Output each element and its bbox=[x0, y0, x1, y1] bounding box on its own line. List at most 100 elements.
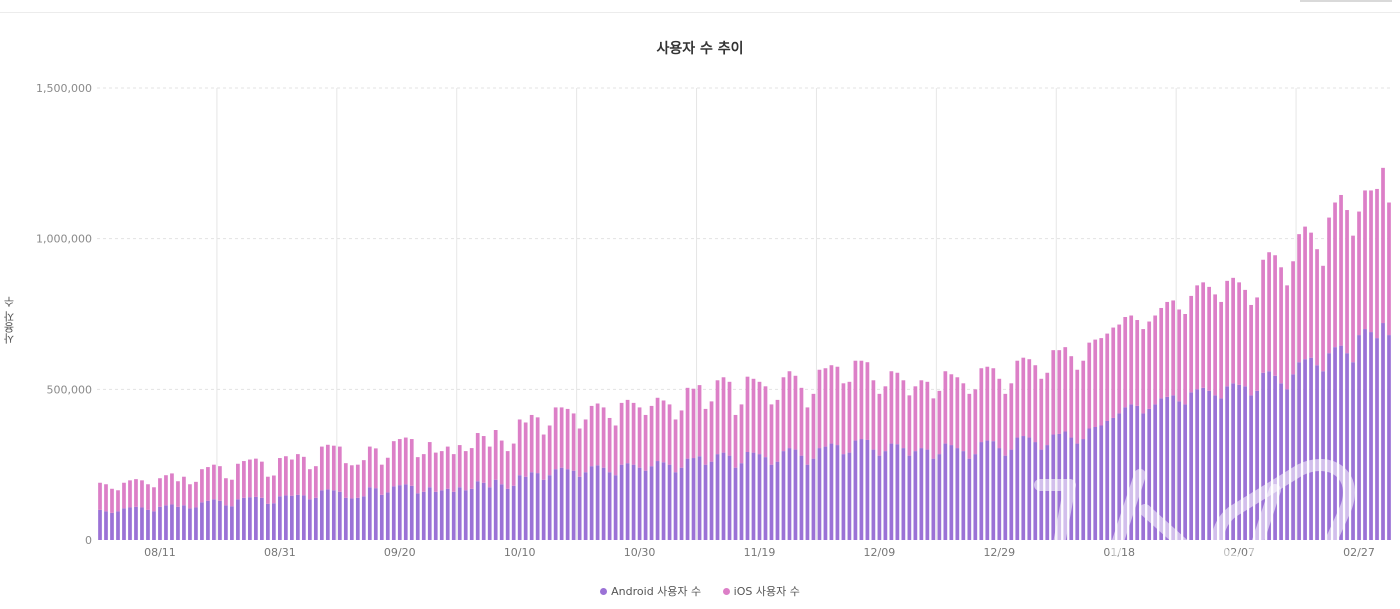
bar-android bbox=[499, 484, 504, 540]
bar-ios bbox=[1387, 202, 1391, 336]
bar-ios bbox=[248, 459, 252, 498]
legend-item-ios[interactable]: iOS 사용자 수 bbox=[722, 583, 800, 599]
bar-android bbox=[194, 507, 198, 540]
bar-ios bbox=[661, 400, 666, 463]
bar-ios bbox=[1369, 190, 1373, 333]
bar-ios bbox=[194, 481, 198, 508]
bar-android bbox=[1243, 386, 1247, 540]
bar-android bbox=[343, 497, 348, 540]
ios-bars bbox=[98, 167, 1391, 513]
bar-ios bbox=[1129, 315, 1134, 405]
bar-android bbox=[218, 500, 222, 540]
legend-item-android[interactable]: Android 사용자 수 bbox=[600, 583, 701, 599]
bar-android bbox=[715, 454, 720, 540]
x-tick-label: 08/11 bbox=[144, 546, 176, 559]
x-tick-label: 12/09 bbox=[864, 546, 896, 559]
bar-android bbox=[1159, 398, 1164, 540]
bar-android bbox=[775, 461, 780, 540]
y-tick-labels: 0 500,000 1,000,000 1,500,000 bbox=[36, 82, 92, 547]
bar-android bbox=[1315, 365, 1319, 540]
bar-ios bbox=[1051, 350, 1056, 435]
bar-android bbox=[415, 493, 420, 540]
bar-ios bbox=[547, 425, 552, 476]
bar-ios bbox=[895, 372, 900, 445]
bar-android bbox=[1279, 383, 1283, 540]
bar-android bbox=[1297, 362, 1301, 540]
bar-android bbox=[871, 449, 876, 540]
bar-android bbox=[266, 503, 270, 540]
bar-ios bbox=[793, 375, 798, 450]
bar-ios bbox=[1219, 301, 1223, 399]
bar-android bbox=[1327, 353, 1331, 540]
chart-title: 사용자 수 추이 bbox=[656, 41, 744, 57]
bar-android bbox=[643, 470, 648, 540]
bar-ios bbox=[439, 451, 444, 491]
bar-android bbox=[697, 456, 702, 540]
bar-android bbox=[817, 448, 822, 540]
bar-android bbox=[487, 487, 492, 540]
bar-ios bbox=[164, 475, 168, 506]
bar-ios bbox=[763, 386, 768, 458]
bar-android bbox=[1033, 442, 1038, 540]
bar-ios bbox=[739, 404, 744, 464]
bar-android bbox=[595, 465, 600, 540]
bar-ios bbox=[823, 368, 828, 447]
bar-android bbox=[295, 494, 300, 540]
bar-ios bbox=[1111, 327, 1116, 418]
bar-ios bbox=[1075, 369, 1080, 444]
bar-android bbox=[373, 488, 378, 540]
bar-android bbox=[1207, 390, 1211, 540]
bar-ios bbox=[691, 388, 696, 459]
bar-android bbox=[493, 479, 498, 540]
bar-ios bbox=[272, 475, 276, 504]
bar-ios bbox=[230, 479, 234, 507]
bar-android bbox=[691, 458, 696, 540]
x-tick-label: 10/30 bbox=[624, 546, 656, 559]
bar-android bbox=[248, 497, 252, 540]
bar-ios bbox=[397, 439, 402, 486]
bar-android bbox=[104, 511, 108, 540]
bar-ios bbox=[301, 456, 306, 496]
bar-ios bbox=[182, 476, 186, 506]
bar-android bbox=[182, 505, 186, 540]
bar-ios bbox=[1213, 294, 1217, 396]
bar-ios bbox=[1171, 300, 1176, 396]
bar-ios bbox=[1057, 350, 1062, 434]
bar-android bbox=[361, 496, 366, 540]
x-tick-label: 09/20 bbox=[384, 546, 416, 559]
bar-ios bbox=[260, 461, 264, 498]
bar-android bbox=[793, 449, 798, 540]
bar-android bbox=[379, 494, 384, 540]
bar-android bbox=[973, 454, 978, 540]
bar-android bbox=[140, 507, 144, 540]
bar-android bbox=[1249, 395, 1253, 540]
bar-ios bbox=[1183, 314, 1188, 405]
bar-ios bbox=[715, 380, 720, 455]
bar-android bbox=[913, 451, 918, 540]
bar-ios bbox=[1201, 282, 1206, 388]
bar-ios bbox=[457, 445, 462, 488]
bar-ios bbox=[589, 405, 594, 467]
bar-ios bbox=[349, 465, 354, 499]
legend-label-android: Android 사용자 수 bbox=[611, 585, 702, 598]
bar-android bbox=[1333, 347, 1337, 540]
bar-ios bbox=[997, 378, 1002, 449]
bar-android bbox=[176, 506, 180, 540]
bar-ios bbox=[1009, 383, 1014, 450]
bar-android bbox=[955, 448, 960, 540]
bar-android bbox=[961, 451, 966, 540]
bar-android bbox=[937, 454, 942, 540]
bar-android bbox=[1351, 362, 1355, 540]
legend-label-ios: iOS 사용자 수 bbox=[733, 585, 800, 598]
top-right-control[interactable] bbox=[1300, 0, 1392, 2]
bar-android bbox=[1003, 455, 1008, 540]
legend-dot-android bbox=[600, 587, 608, 595]
bar-android bbox=[1039, 449, 1044, 540]
bar-ios bbox=[218, 466, 222, 501]
bar-ios bbox=[907, 395, 912, 456]
bar-android bbox=[859, 439, 864, 540]
bar-ios bbox=[343, 463, 348, 498]
bar-ios bbox=[433, 452, 438, 492]
bar-android bbox=[1261, 372, 1265, 540]
bar-ios bbox=[1159, 307, 1164, 399]
